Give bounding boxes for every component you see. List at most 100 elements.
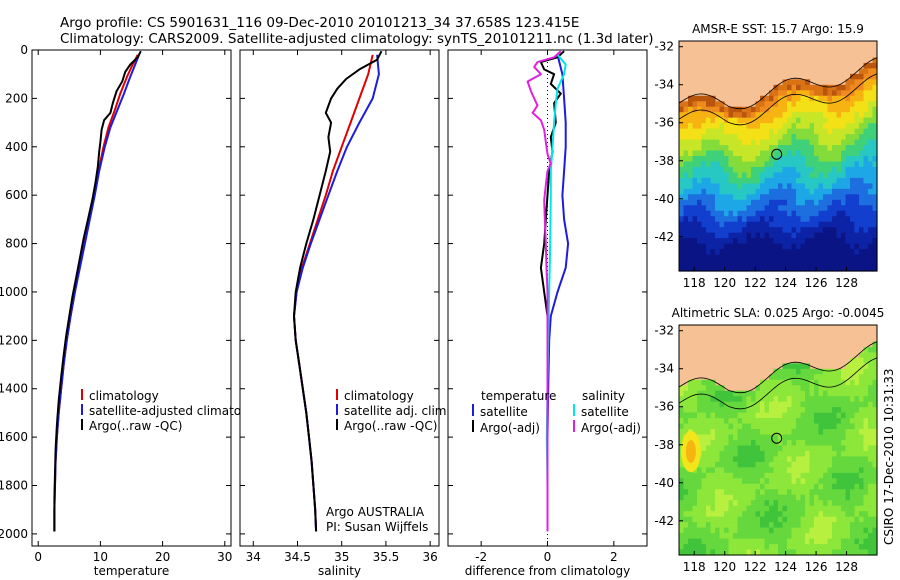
map-cell — [683, 134, 689, 141]
map-cell — [728, 418, 734, 425]
map-cell — [733, 390, 739, 397]
map-cell — [742, 243, 748, 250]
map-cell — [706, 177, 712, 184]
map-cell — [755, 511, 761, 518]
map-cell — [773, 434, 779, 441]
map-cell — [818, 156, 824, 163]
x-tick-label: -2 — [475, 550, 487, 564]
map-cell — [683, 161, 689, 168]
map-cell — [751, 238, 757, 245]
map-cell — [764, 106, 770, 113]
map-cell — [872, 134, 878, 141]
map-cell — [683, 505, 689, 512]
map-cell — [832, 456, 838, 463]
map-cell — [787, 156, 793, 163]
map-cell — [823, 139, 829, 146]
map-cell — [850, 522, 856, 529]
map-cell — [724, 478, 730, 485]
map-cell — [850, 440, 856, 447]
map-cell — [724, 123, 730, 130]
map-cell — [728, 538, 734, 545]
map-cell — [755, 440, 761, 447]
map-cell — [769, 166, 775, 174]
map-cell — [791, 505, 797, 512]
map-cell — [850, 106, 856, 113]
map-cell — [863, 363, 869, 370]
map-cell — [872, 249, 878, 256]
map-cell — [679, 265, 685, 272]
map-cell — [701, 418, 707, 425]
map-cell — [728, 117, 734, 124]
map-cell — [773, 511, 779, 518]
map-cell — [701, 407, 707, 414]
map-cell — [719, 265, 725, 272]
map-cell — [715, 221, 721, 228]
map-cell — [787, 407, 793, 414]
map-cell — [787, 249, 793, 256]
map-cell — [805, 478, 811, 485]
map-cell — [679, 412, 685, 419]
map-cell — [787, 221, 793, 228]
map-cell — [791, 177, 797, 184]
map-cell — [827, 243, 833, 250]
map-cell — [706, 254, 712, 261]
map-cell — [872, 527, 878, 534]
map-cell — [791, 527, 797, 534]
map-cell — [746, 450, 752, 458]
map-cell — [692, 396, 698, 403]
map-cell — [791, 216, 797, 223]
map-cell — [746, 390, 752, 397]
map-cell — [701, 101, 707, 108]
map-cell — [800, 549, 806, 556]
map-cell — [737, 112, 743, 119]
map-cell — [706, 260, 712, 267]
map-cell — [719, 489, 725, 496]
map-cell — [863, 445, 869, 452]
map-cell — [868, 260, 874, 267]
map-cell — [764, 183, 770, 190]
map-cell — [868, 440, 874, 447]
map-cell — [796, 101, 802, 108]
map-cell — [800, 128, 806, 135]
map-cell — [688, 183, 694, 190]
map-cell — [751, 467, 757, 474]
map-cell — [782, 194, 788, 201]
map-cell — [782, 472, 788, 479]
map-cell — [796, 90, 802, 97]
map-cell — [697, 500, 703, 507]
map-cell — [872, 401, 878, 408]
map-cell — [746, 467, 752, 474]
map-cell — [805, 423, 811, 430]
map-cell — [787, 500, 793, 507]
map-cell — [778, 232, 784, 239]
map-cell — [751, 166, 757, 174]
map-cell — [836, 112, 842, 119]
map-cell — [814, 216, 820, 223]
map-cell — [845, 199, 851, 206]
map-cell — [863, 440, 869, 447]
y-tick-label: 800 — [5, 237, 28, 251]
map-cell — [769, 232, 775, 239]
map-cell — [751, 456, 757, 463]
map-cell — [859, 238, 865, 245]
map-cell — [701, 150, 707, 157]
map-cell — [679, 533, 685, 540]
map-cell — [742, 117, 748, 124]
map-cell — [688, 221, 694, 228]
map-cell — [832, 434, 838, 441]
map-cell — [850, 407, 856, 414]
map-cell — [751, 472, 757, 479]
map-cell — [719, 450, 725, 458]
map-cell — [823, 210, 829, 217]
map-cell — [814, 106, 820, 113]
map-cell — [782, 188, 788, 195]
map-cell — [791, 429, 797, 436]
map-cell — [683, 412, 689, 419]
map-cell — [701, 112, 707, 119]
map-cell — [859, 68, 865, 75]
map-cell — [787, 533, 793, 540]
map-cell — [697, 396, 703, 403]
map-cell — [800, 117, 806, 124]
map-cell — [710, 194, 716, 201]
map-cell — [805, 227, 811, 234]
